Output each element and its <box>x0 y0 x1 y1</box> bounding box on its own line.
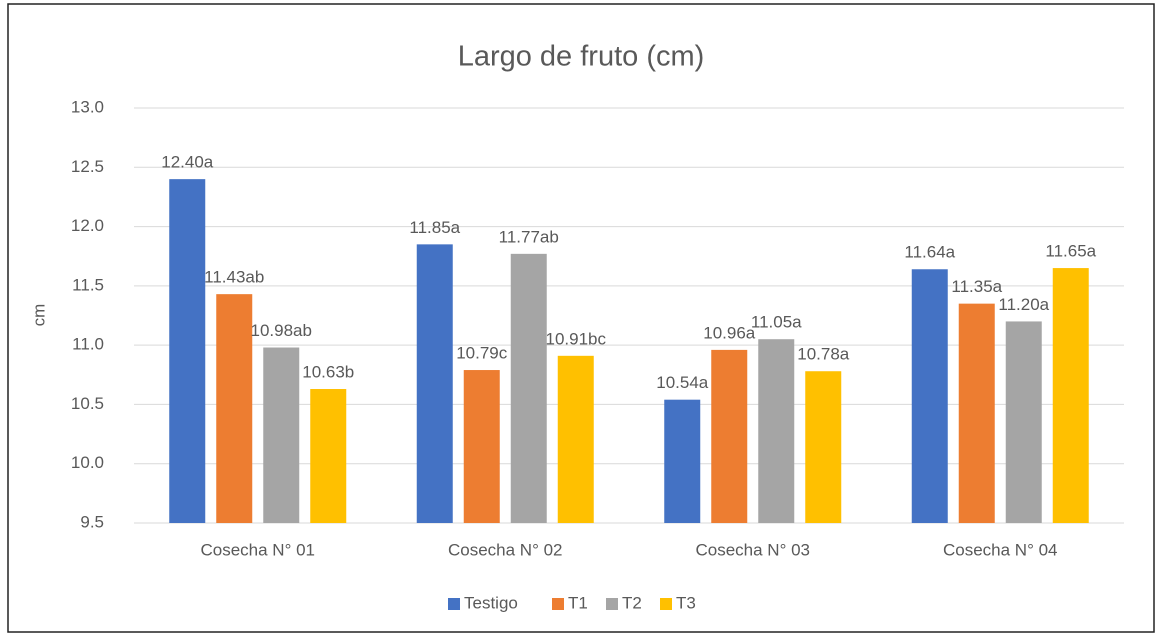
chart-title: Largo de fruto (cm) <box>458 41 705 73</box>
data-label: 10.78a <box>797 345 850 364</box>
data-label: 11.43ab <box>204 268 264 287</box>
y-tick-label: 10.5 <box>71 394 104 413</box>
bar <box>664 399 701 523</box>
bar <box>463 370 500 523</box>
y-axis-label: cm <box>29 304 48 327</box>
bar <box>557 355 594 523</box>
legend-label: T2 <box>622 593 642 612</box>
x-tick-label: Cosecha N° 03 <box>695 540 810 559</box>
data-label: 10.96a <box>703 323 756 342</box>
bar <box>169 179 206 523</box>
bar <box>958 303 995 523</box>
legend-swatch <box>660 598 672 610</box>
bar <box>805 371 842 523</box>
data-label: 10.63b <box>302 362 354 381</box>
bar <box>416 244 453 523</box>
bar <box>216 294 253 523</box>
y-tick-label: 12.0 <box>71 216 104 235</box>
legend-label: T1 <box>568 593 588 612</box>
legend-label: Testigo <box>464 593 518 612</box>
y-tick-label: 9.5 <box>80 512 104 531</box>
bar <box>1005 321 1042 523</box>
data-label: 10.91bc <box>546 329 607 348</box>
data-label: 11.65a <box>1045 242 1096 261</box>
bar <box>711 349 748 523</box>
data-label: 10.98ab <box>251 321 312 340</box>
x-tick-label: Cosecha N° 04 <box>943 540 1058 559</box>
legend-swatch <box>448 598 460 610</box>
y-tick-label: 11.5 <box>72 275 104 294</box>
bar <box>1052 268 1089 523</box>
legend-label: T3 <box>676 593 696 612</box>
y-tick-label: 13.0 <box>71 97 104 116</box>
bar <box>911 269 948 523</box>
bar <box>758 339 795 523</box>
data-label: 10.79c <box>456 344 508 363</box>
data-label: 11.77ab <box>499 227 559 246</box>
data-label: 10.54a <box>656 373 709 392</box>
bar <box>263 347 300 523</box>
y-tick-label: 10.0 <box>71 453 104 472</box>
y-tick-label: 11.0 <box>72 335 104 354</box>
legend-swatch <box>606 598 618 610</box>
bar <box>310 389 347 523</box>
data-label: 12.40a <box>161 153 214 172</box>
legend-swatch <box>552 598 564 610</box>
bar <box>510 253 547 524</box>
data-label: 11.64a <box>904 243 955 262</box>
x-tick-label: Cosecha N° 01 <box>200 540 315 559</box>
y-tick-label: 12.5 <box>71 157 104 176</box>
data-label: 11.05a <box>751 313 802 332</box>
x-tick-label: Cosecha N° 02 <box>448 540 563 559</box>
data-label: 11.35a <box>951 277 1002 296</box>
data-label: 11.20a <box>998 295 1049 314</box>
data-label: 11.85a <box>409 218 460 237</box>
